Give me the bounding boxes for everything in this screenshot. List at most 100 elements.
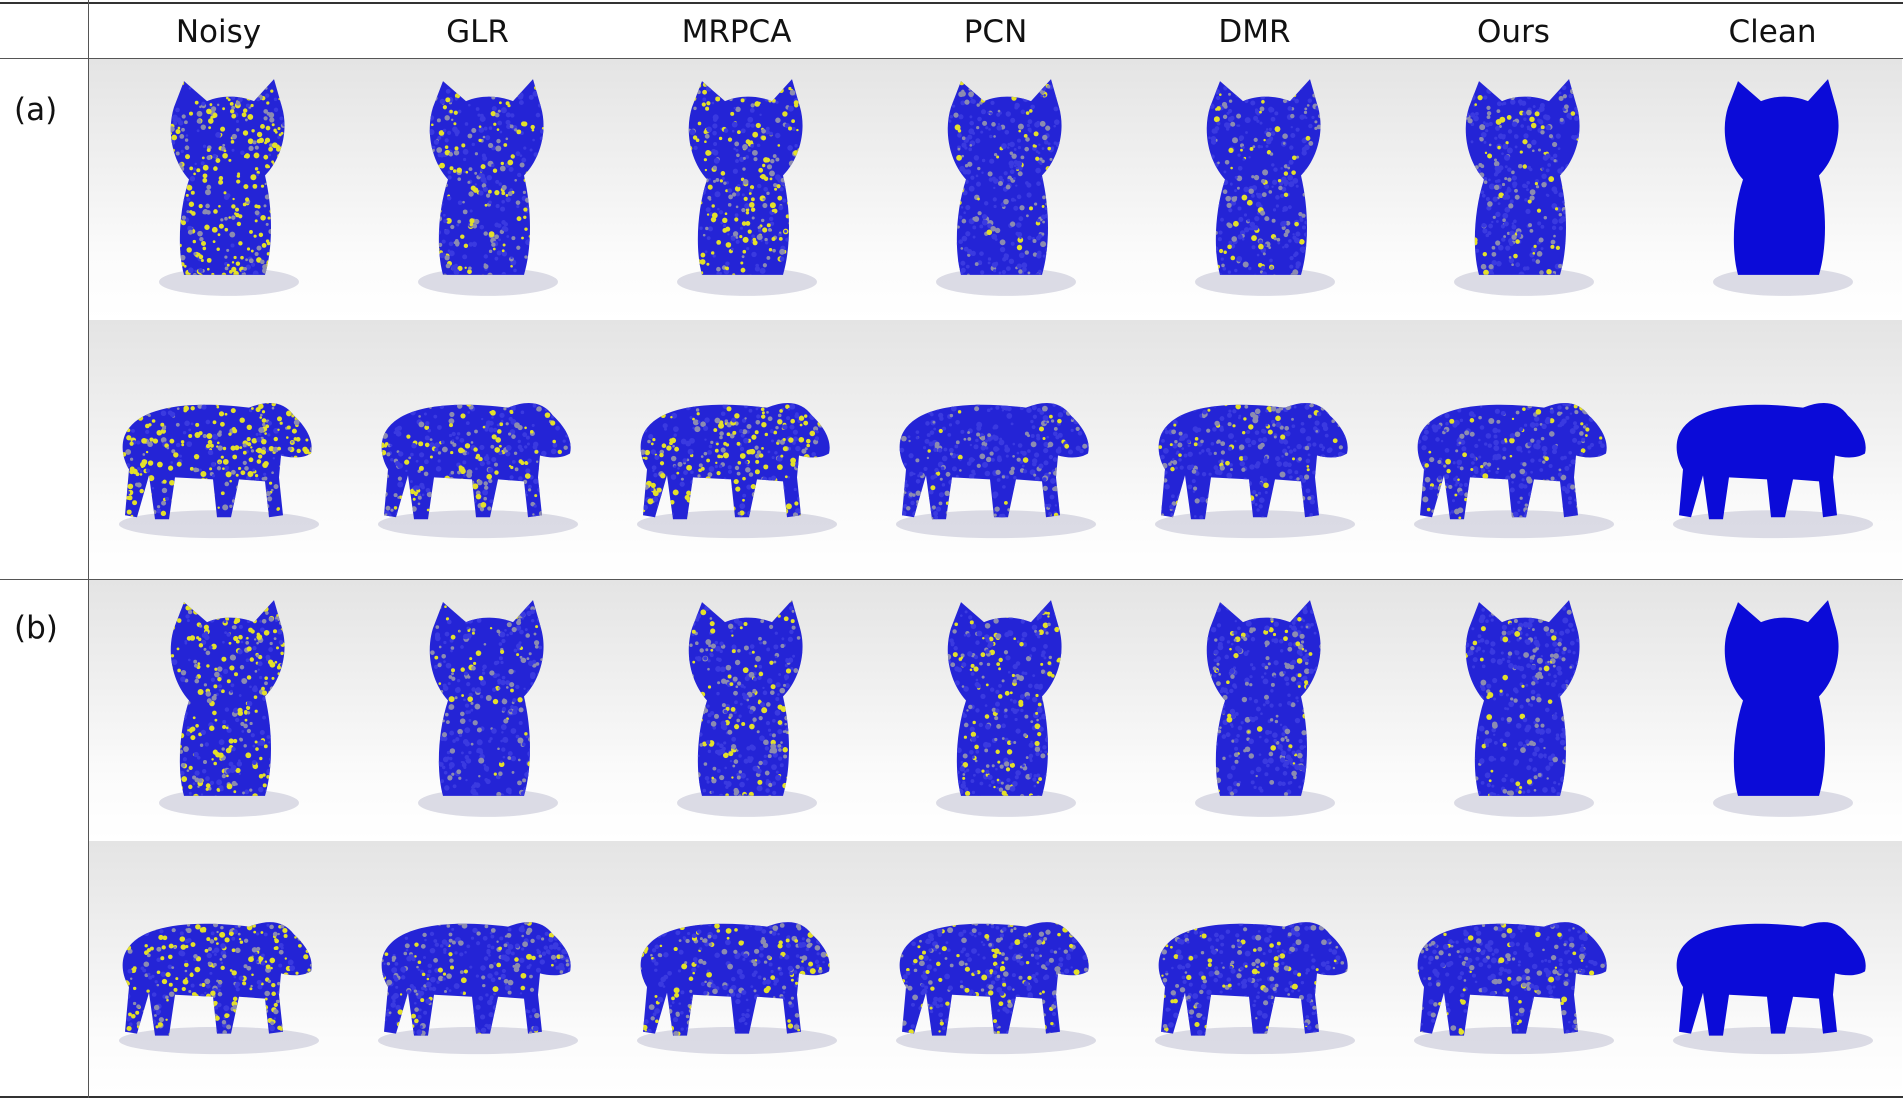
point <box>800 264 803 270</box>
point <box>188 86 192 90</box>
point <box>1261 178 1266 184</box>
point <box>1475 111 1479 116</box>
point <box>127 495 133 501</box>
point <box>124 470 129 475</box>
point <box>217 506 220 509</box>
point <box>295 437 301 442</box>
point <box>640 419 645 425</box>
point <box>506 235 510 238</box>
point <box>948 423 953 427</box>
point <box>782 424 788 430</box>
point <box>260 259 265 265</box>
point <box>1168 462 1172 466</box>
point <box>743 97 747 101</box>
point <box>975 480 981 486</box>
point <box>769 177 773 181</box>
point <box>741 193 745 197</box>
point <box>755 459 760 464</box>
point <box>240 255 244 260</box>
point <box>434 486 440 492</box>
point <box>233 255 237 260</box>
point <box>1238 456 1244 461</box>
point <box>122 498 127 504</box>
point <box>1308 181 1313 187</box>
point <box>417 502 421 506</box>
point <box>1497 429 1501 433</box>
point <box>264 182 267 186</box>
point <box>727 203 732 207</box>
point <box>664 427 667 431</box>
point <box>1481 482 1485 486</box>
point <box>122 405 125 411</box>
point <box>189 176 196 182</box>
point <box>757 404 761 409</box>
point <box>933 447 938 452</box>
point <box>1289 475 1293 480</box>
point <box>1158 480 1160 485</box>
point <box>1042 477 1047 482</box>
point <box>1034 476 1040 482</box>
point <box>1307 496 1312 501</box>
point <box>1472 253 1476 257</box>
point <box>774 187 778 191</box>
point <box>1240 148 1243 152</box>
point <box>1173 423 1177 427</box>
point <box>279 116 284 121</box>
point <box>381 463 384 468</box>
point <box>956 480 961 485</box>
point <box>1318 485 1324 491</box>
point <box>535 112 541 118</box>
point <box>1470 140 1474 144</box>
point <box>1532 105 1536 108</box>
point <box>1522 139 1528 145</box>
point <box>122 452 127 457</box>
point <box>960 267 966 273</box>
point <box>231 148 235 152</box>
header-rule <box>0 58 1903 59</box>
point <box>201 489 207 496</box>
point <box>1208 451 1212 456</box>
point <box>695 168 699 172</box>
point <box>1029 469 1036 476</box>
point <box>1504 154 1510 161</box>
point <box>771 456 775 460</box>
point <box>424 459 429 465</box>
point <box>406 434 411 439</box>
point <box>1264 491 1268 495</box>
point <box>1263 482 1269 489</box>
point <box>170 126 175 132</box>
point <box>688 144 691 148</box>
point <box>496 423 500 427</box>
point <box>773 481 779 487</box>
point <box>483 263 489 270</box>
point <box>1551 273 1556 275</box>
point <box>1437 485 1444 492</box>
point <box>222 446 227 451</box>
point <box>1294 98 1299 104</box>
point <box>650 449 656 455</box>
point <box>996 88 1002 94</box>
point <box>279 465 282 468</box>
point <box>481 417 484 421</box>
point <box>963 211 966 214</box>
point <box>479 115 486 122</box>
point <box>761 135 767 141</box>
point <box>312 481 314 483</box>
point <box>727 469 733 474</box>
point <box>1006 413 1013 419</box>
point <box>442 477 448 483</box>
point <box>1516 233 1522 238</box>
point <box>186 210 190 214</box>
point <box>1257 413 1261 417</box>
point <box>1572 245 1576 249</box>
point <box>424 435 430 441</box>
point <box>1525 208 1531 214</box>
point <box>724 81 730 88</box>
point <box>1074 502 1079 507</box>
point <box>981 158 986 163</box>
point <box>500 419 504 423</box>
point <box>238 241 243 246</box>
point <box>531 195 536 200</box>
point <box>660 412 666 419</box>
point <box>1482 193 1486 198</box>
